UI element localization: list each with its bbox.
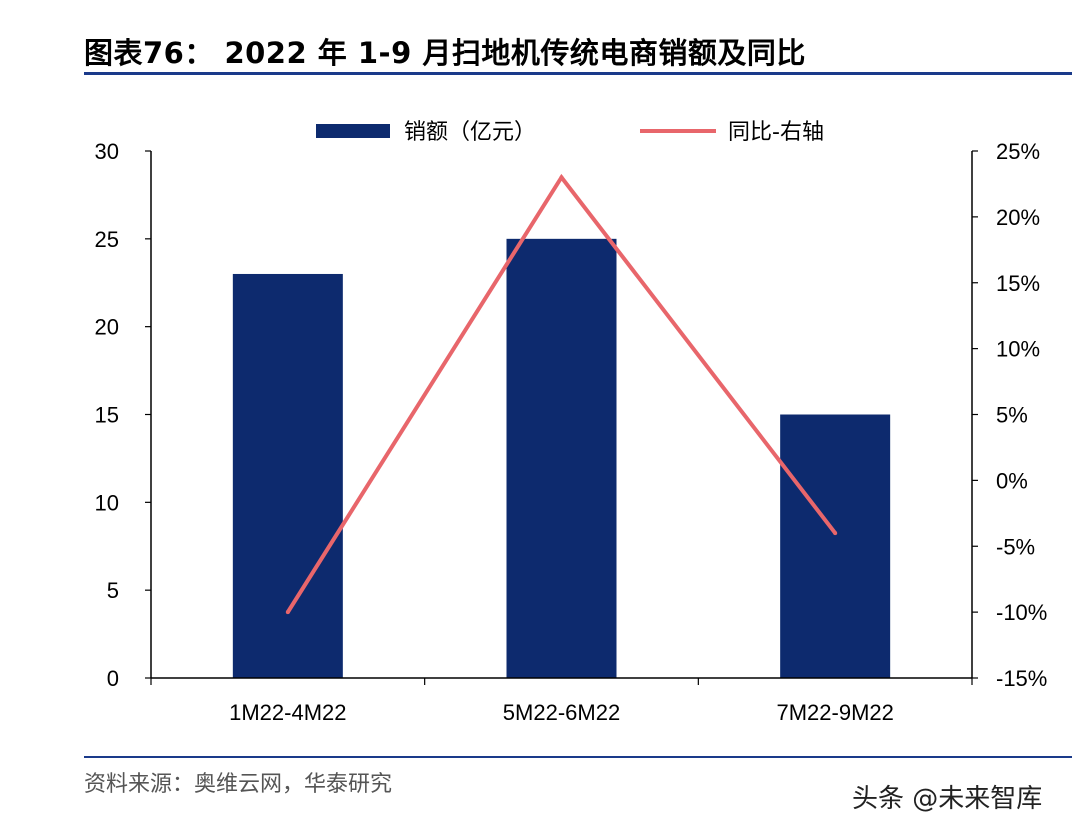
right-tick-label: -5% bbox=[996, 534, 1035, 559]
yoy-point-1 bbox=[285, 610, 290, 615]
title-rule bbox=[84, 72, 1072, 75]
x-tick-label: 5M22-6M22 bbox=[503, 700, 620, 725]
right-tick-label: 20% bbox=[996, 205, 1040, 230]
watermark: 头条 @未来智库 bbox=[852, 784, 1043, 814]
chart-title: 图表76： 2022 年 1-9 月扫地机传统电商销额及同比 bbox=[84, 36, 806, 70]
right-tick-label: 5% bbox=[996, 403, 1028, 428]
right-tick-label: 15% bbox=[996, 271, 1040, 296]
left-tick-label: 10 bbox=[95, 490, 119, 515]
left-tick-label: 0 bbox=[107, 666, 119, 691]
left-tick-label: 5 bbox=[107, 578, 119, 603]
left-tick-label: 25 bbox=[95, 227, 119, 252]
source-note: 资料来源：奥维云网，华泰研究 bbox=[84, 772, 393, 797]
left-tick-label: 30 bbox=[95, 139, 119, 164]
bar-3 bbox=[780, 414, 891, 678]
combo-chart: 0 5 10 15 20 25 30 -15% -10% -5% 0% 5% 10% 15% 20% 25% 1… bbox=[95, 120, 1048, 725]
legend-bar-swatch bbox=[316, 124, 390, 138]
right-tick-label: 10% bbox=[996, 337, 1040, 362]
left-tick-label: 15 bbox=[95, 403, 119, 428]
right-tick-label: 0% bbox=[996, 468, 1028, 493]
footer-rule bbox=[84, 756, 1072, 758]
right-tick-label: 25% bbox=[996, 139, 1040, 164]
right-tick-label: -10% bbox=[996, 600, 1047, 625]
yoy-point-2 bbox=[559, 175, 564, 180]
bar-1 bbox=[232, 273, 343, 678]
right-tick-label: -15% bbox=[996, 666, 1047, 691]
legend-bar-label: 销额（亿元） bbox=[404, 120, 536, 145]
x-tick-label: 7M22-9M22 bbox=[776, 700, 893, 725]
bar-2 bbox=[506, 238, 617, 679]
yoy-point-3 bbox=[833, 531, 838, 536]
x-tick-label: 1M22-4M22 bbox=[229, 700, 346, 725]
left-tick-label: 20 bbox=[95, 315, 119, 340]
legend-line-label: 同比-右轴 bbox=[728, 120, 824, 145]
